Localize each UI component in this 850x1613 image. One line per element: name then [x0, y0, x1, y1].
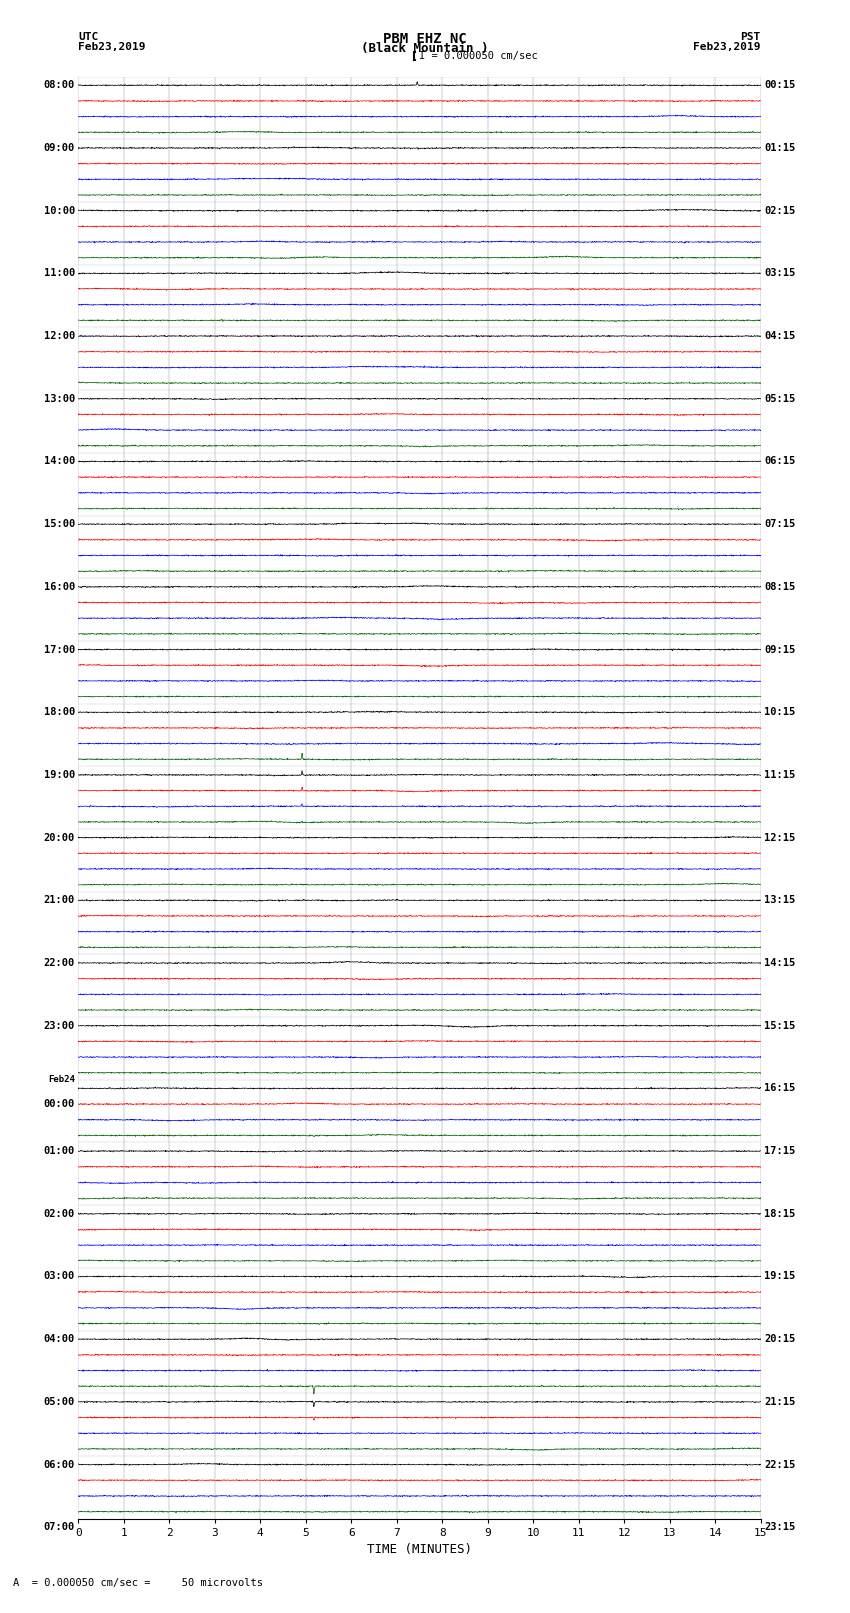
Text: 11:00: 11:00 — [43, 268, 75, 279]
Text: 13:15: 13:15 — [764, 895, 796, 905]
Text: 17:00: 17:00 — [43, 645, 75, 655]
Text: 04:00: 04:00 — [43, 1334, 75, 1344]
Text: UTC: UTC — [78, 32, 99, 42]
Text: 01:15: 01:15 — [764, 144, 796, 153]
Text: 10:15: 10:15 — [764, 706, 796, 718]
Text: 01:00: 01:00 — [43, 1147, 75, 1157]
Text: 02:15: 02:15 — [764, 205, 796, 216]
Text: 03:15: 03:15 — [764, 268, 796, 279]
Text: 21:00: 21:00 — [43, 895, 75, 905]
Text: PST: PST — [740, 32, 761, 42]
Text: 03:00: 03:00 — [43, 1271, 75, 1281]
Text: 05:00: 05:00 — [43, 1397, 75, 1407]
Text: 22:00: 22:00 — [43, 958, 75, 968]
Text: PBM EHZ NC: PBM EHZ NC — [383, 32, 467, 47]
Text: (Black Mountain ): (Black Mountain ) — [361, 42, 489, 55]
Text: 00:15: 00:15 — [764, 81, 796, 90]
Text: 23:15: 23:15 — [764, 1523, 796, 1532]
Text: 17:15: 17:15 — [764, 1147, 796, 1157]
Text: 23:00: 23:00 — [43, 1021, 75, 1031]
Text: 15:00: 15:00 — [43, 519, 75, 529]
Text: 19:00: 19:00 — [43, 769, 75, 781]
Text: 14:00: 14:00 — [43, 456, 75, 466]
Text: Feb23,2019: Feb23,2019 — [694, 42, 761, 52]
Text: 10:00: 10:00 — [43, 205, 75, 216]
Text: I = 0.000050 cm/sec: I = 0.000050 cm/sec — [419, 52, 538, 61]
Text: 02:00: 02:00 — [43, 1208, 75, 1219]
Text: 16:15: 16:15 — [764, 1084, 796, 1094]
Text: A  = 0.000050 cm/sec =     50 microvolts: A = 0.000050 cm/sec = 50 microvolts — [13, 1578, 263, 1587]
Text: 04:15: 04:15 — [764, 331, 796, 340]
X-axis label: TIME (MINUTES): TIME (MINUTES) — [367, 1542, 472, 1555]
Text: 12:15: 12:15 — [764, 832, 796, 842]
Text: 11:15: 11:15 — [764, 769, 796, 781]
Text: 06:00: 06:00 — [43, 1460, 75, 1469]
Text: 22:15: 22:15 — [764, 1460, 796, 1469]
Text: 18:00: 18:00 — [43, 706, 75, 718]
Text: 18:15: 18:15 — [764, 1208, 796, 1219]
Text: 20:15: 20:15 — [764, 1334, 796, 1344]
Text: 21:15: 21:15 — [764, 1397, 796, 1407]
Text: 09:15: 09:15 — [764, 645, 796, 655]
Text: 19:15: 19:15 — [764, 1271, 796, 1281]
Text: 07:15: 07:15 — [764, 519, 796, 529]
Text: 07:00: 07:00 — [43, 1523, 75, 1532]
Text: 20:00: 20:00 — [43, 832, 75, 842]
Text: 14:15: 14:15 — [764, 958, 796, 968]
Text: Feb24: Feb24 — [48, 1076, 75, 1084]
Text: 09:00: 09:00 — [43, 144, 75, 153]
Text: 00:00: 00:00 — [43, 1098, 75, 1110]
Text: Feb23,2019: Feb23,2019 — [78, 42, 145, 52]
Text: 08:15: 08:15 — [764, 582, 796, 592]
Text: 13:00: 13:00 — [43, 394, 75, 403]
Text: 12:00: 12:00 — [43, 331, 75, 340]
Text: 08:00: 08:00 — [43, 81, 75, 90]
Text: 06:15: 06:15 — [764, 456, 796, 466]
Text: 05:15: 05:15 — [764, 394, 796, 403]
Text: 15:15: 15:15 — [764, 1021, 796, 1031]
Text: 16:00: 16:00 — [43, 582, 75, 592]
